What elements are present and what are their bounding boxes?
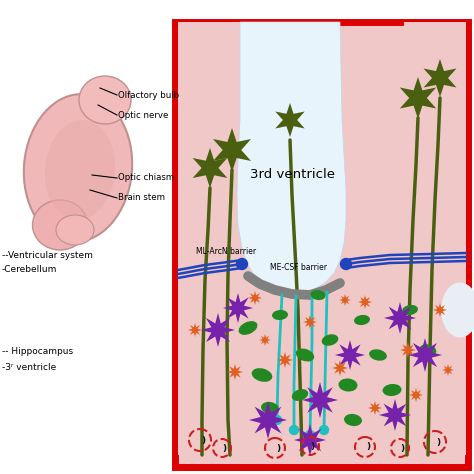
Ellipse shape xyxy=(354,315,370,325)
Polygon shape xyxy=(332,360,348,376)
Polygon shape xyxy=(335,340,365,370)
Polygon shape xyxy=(188,323,202,337)
Ellipse shape xyxy=(79,76,131,124)
Text: --Ventricular system: --Ventricular system xyxy=(2,250,93,259)
Text: ): ) xyxy=(201,436,205,445)
Ellipse shape xyxy=(322,334,338,346)
Polygon shape xyxy=(201,313,235,347)
Polygon shape xyxy=(358,295,372,309)
Polygon shape xyxy=(178,22,240,322)
Ellipse shape xyxy=(441,283,474,337)
Text: 3rd ventricle: 3rd ventricle xyxy=(250,168,336,182)
Polygon shape xyxy=(275,103,305,137)
Polygon shape xyxy=(303,315,317,329)
Circle shape xyxy=(237,258,247,270)
Polygon shape xyxy=(424,59,456,97)
Ellipse shape xyxy=(56,215,94,245)
Polygon shape xyxy=(339,294,351,306)
Polygon shape xyxy=(178,276,466,455)
Polygon shape xyxy=(442,364,454,376)
Text: -- Hippocampus: -- Hippocampus xyxy=(2,347,73,356)
Text: -Cerebellum: -Cerebellum xyxy=(2,265,57,274)
Text: ): ) xyxy=(223,444,227,453)
Polygon shape xyxy=(379,399,411,431)
Circle shape xyxy=(340,258,352,270)
Polygon shape xyxy=(302,382,338,418)
Text: -3ʳ ventricle: -3ʳ ventricle xyxy=(2,363,56,372)
Polygon shape xyxy=(433,303,447,317)
Ellipse shape xyxy=(344,414,362,426)
Circle shape xyxy=(319,426,328,435)
Circle shape xyxy=(273,416,282,425)
Text: ): ) xyxy=(436,438,440,447)
Polygon shape xyxy=(237,22,346,292)
Ellipse shape xyxy=(296,348,314,362)
Polygon shape xyxy=(400,342,416,358)
Ellipse shape xyxy=(238,321,257,335)
Polygon shape xyxy=(248,291,262,305)
Text: ): ) xyxy=(310,441,315,450)
Polygon shape xyxy=(223,293,253,323)
Ellipse shape xyxy=(338,378,357,392)
Text: Optic nerve: Optic nerve xyxy=(118,110,168,119)
Ellipse shape xyxy=(383,384,401,396)
Polygon shape xyxy=(400,77,436,119)
Ellipse shape xyxy=(292,389,308,401)
Ellipse shape xyxy=(33,200,88,250)
Polygon shape xyxy=(384,302,416,334)
Text: Olfactory bulb: Olfactory bulb xyxy=(118,91,179,100)
Ellipse shape xyxy=(252,368,272,382)
Ellipse shape xyxy=(369,349,387,361)
Text: ): ) xyxy=(276,444,280,453)
Polygon shape xyxy=(227,364,243,380)
Polygon shape xyxy=(249,401,287,439)
Polygon shape xyxy=(213,128,251,172)
Polygon shape xyxy=(368,401,382,415)
Polygon shape xyxy=(404,22,466,322)
Ellipse shape xyxy=(261,402,279,414)
Polygon shape xyxy=(409,388,423,402)
Ellipse shape xyxy=(45,120,115,220)
Text: ML-ArcN barrier: ML-ArcN barrier xyxy=(196,247,256,256)
Polygon shape xyxy=(294,424,326,456)
Polygon shape xyxy=(408,338,442,372)
Text: ): ) xyxy=(366,443,370,452)
Circle shape xyxy=(306,430,315,439)
Polygon shape xyxy=(259,334,271,346)
Polygon shape xyxy=(277,352,293,368)
Circle shape xyxy=(290,426,299,435)
Text: ME-CSF barrier: ME-CSF barrier xyxy=(270,263,327,272)
Ellipse shape xyxy=(310,290,326,300)
Text: Brain stem: Brain stem xyxy=(118,193,165,202)
Text: ): ) xyxy=(401,444,405,453)
Polygon shape xyxy=(192,148,228,188)
Ellipse shape xyxy=(402,305,418,315)
Ellipse shape xyxy=(272,310,288,320)
Ellipse shape xyxy=(419,344,437,356)
Ellipse shape xyxy=(24,94,132,242)
Bar xyxy=(175,22,468,467)
Text: Optic chiasm: Optic chiasm xyxy=(118,173,174,182)
